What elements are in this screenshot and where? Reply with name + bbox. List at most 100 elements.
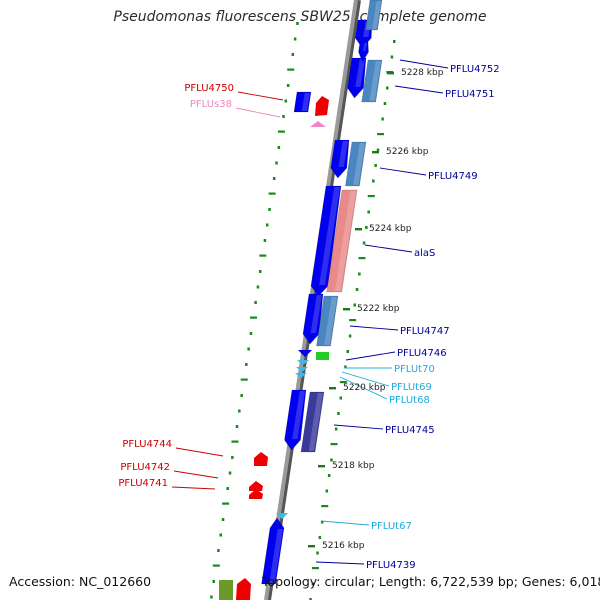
feature-track [219, 0, 383, 600]
cds-pflu4749-a [330, 139, 350, 179]
rna-alas-shade [334, 191, 356, 291]
track-tick [381, 117, 384, 121]
cds-bottom-red [236, 578, 251, 600]
track-tick [321, 505, 329, 508]
cds-pflu4751-b-shade [369, 61, 381, 101]
trna-pflut68 [295, 373, 307, 378]
leader-line [364, 244, 413, 253]
cds-pflu4750-shade [301, 93, 310, 111]
track-tick [228, 471, 232, 475]
track-tick [291, 53, 295, 56]
track-tick [217, 549, 220, 552]
misc-feature-green [316, 352, 329, 360]
feature-label: PFLUt67 [371, 521, 412, 532]
feature-labels: PFLU4752 PFLU4751 PFLU4750 PFLUs38 PFLU4749 a… [118, 64, 499, 571]
feature-label: alaS [414, 248, 435, 259]
scale-major-tick [329, 387, 336, 390]
track-tick [212, 564, 220, 567]
track-tick [330, 443, 338, 446]
leader-line [394, 85, 444, 94]
feature-label: PFLU4749 [428, 171, 478, 182]
track-tick [358, 272, 361, 276]
leader-line [315, 561, 365, 565]
track-tick [296, 22, 299, 25]
track-tick [365, 226, 368, 229]
track-tick [383, 102, 387, 105]
track-tick [282, 115, 285, 118]
track-tick [265, 223, 269, 227]
track-tick [219, 533, 222, 537]
feature-label: PFLU4746 [397, 348, 447, 359]
leader-line [349, 325, 399, 331]
track-tick [367, 195, 375, 198]
scale-label: 5222 kbp [357, 304, 400, 314]
scale-label: 5220 kbp [343, 383, 386, 393]
feature-label: PFLU4745 [385, 425, 435, 436]
leader-line [333, 424, 384, 430]
cds-pflu4741 [249, 489, 263, 499]
track-tick [376, 148, 380, 152]
cds-pflu4745-a [284, 389, 307, 451]
scale-labels: 5228 kbp 5226 kbp 5224 kbp 5222 kbp 5220 kbp… [308, 68, 444, 551]
tick-track [210, 22, 396, 600]
track-tick [393, 40, 396, 43]
trna-pflut70 [297, 360, 309, 365]
track-tick [358, 257, 366, 260]
track-tick [221, 518, 225, 521]
track-tick [374, 164, 377, 167]
cds-alas-blue-shade [319, 187, 340, 285]
feature-label: PFLU4752 [450, 64, 500, 75]
trna-pflut69 [296, 367, 308, 372]
cds-pflu4750 [293, 91, 312, 113]
track-tick [226, 487, 229, 490]
rna-alas [326, 189, 358, 293]
feature-label: PFLUt68 [389, 395, 430, 406]
track-tick [309, 598, 312, 600]
cds-pflu4752-b [365, 0, 383, 31]
scale-major-tick [372, 151, 379, 154]
track-tick [235, 425, 239, 428]
scale-major-tick [308, 545, 315, 548]
track-tick [346, 350, 349, 353]
track-tick [259, 270, 262, 273]
track-tick [268, 208, 271, 211]
leader-line [237, 91, 284, 101]
feature-label: PFLUs38 [190, 99, 232, 110]
cds-small-top-shade [362, 43, 367, 51]
track-tick [311, 582, 315, 586]
track-tick [349, 319, 357, 322]
cds-pflu4749-b [345, 141, 367, 187]
leader-line [339, 376, 388, 400]
cds-pflu4744 [254, 452, 268, 466]
feature-label: PFLU4751 [445, 89, 495, 100]
scale-label: 5228 kbp [401, 68, 444, 78]
track-tick [372, 179, 375, 183]
track-tick [367, 210, 370, 214]
track-tick [353, 303, 356, 307]
track-tick [231, 456, 234, 459]
track-tick [240, 394, 243, 397]
cds-pflu4745-a-shade [292, 391, 305, 439]
feature-label: PFLU4742 [120, 462, 170, 473]
leader-line [175, 447, 224, 457]
track-tick [238, 409, 241, 413]
cds-small-top [358, 41, 369, 63]
map-title: Pseudomonas fluorescens SBW25, complete … [113, 9, 487, 25]
scale-major-tick [318, 465, 325, 468]
cds-pflu4751-b [361, 59, 383, 103]
track-tick [355, 288, 359, 291]
cds-pflu4750-red [315, 96, 329, 116]
scale-label: 5216 kbp [322, 541, 365, 551]
trna-pflut67 [276, 513, 288, 519]
label-leader-lines [171, 59, 449, 565]
cds-pflu4747-a-shade [310, 295, 322, 333]
feature-label: PFLU4750 [184, 83, 234, 94]
track-tick [318, 536, 322, 539]
leader-line [379, 167, 427, 176]
cds-pflu4751-a-shade [355, 59, 365, 87]
scale-major-tick [343, 308, 350, 311]
track-tick [247, 347, 250, 351]
feature-label: PFLU4739 [366, 560, 416, 571]
cds-pflu4752-b-shade [372, 1, 381, 29]
track-tick [240, 378, 248, 381]
